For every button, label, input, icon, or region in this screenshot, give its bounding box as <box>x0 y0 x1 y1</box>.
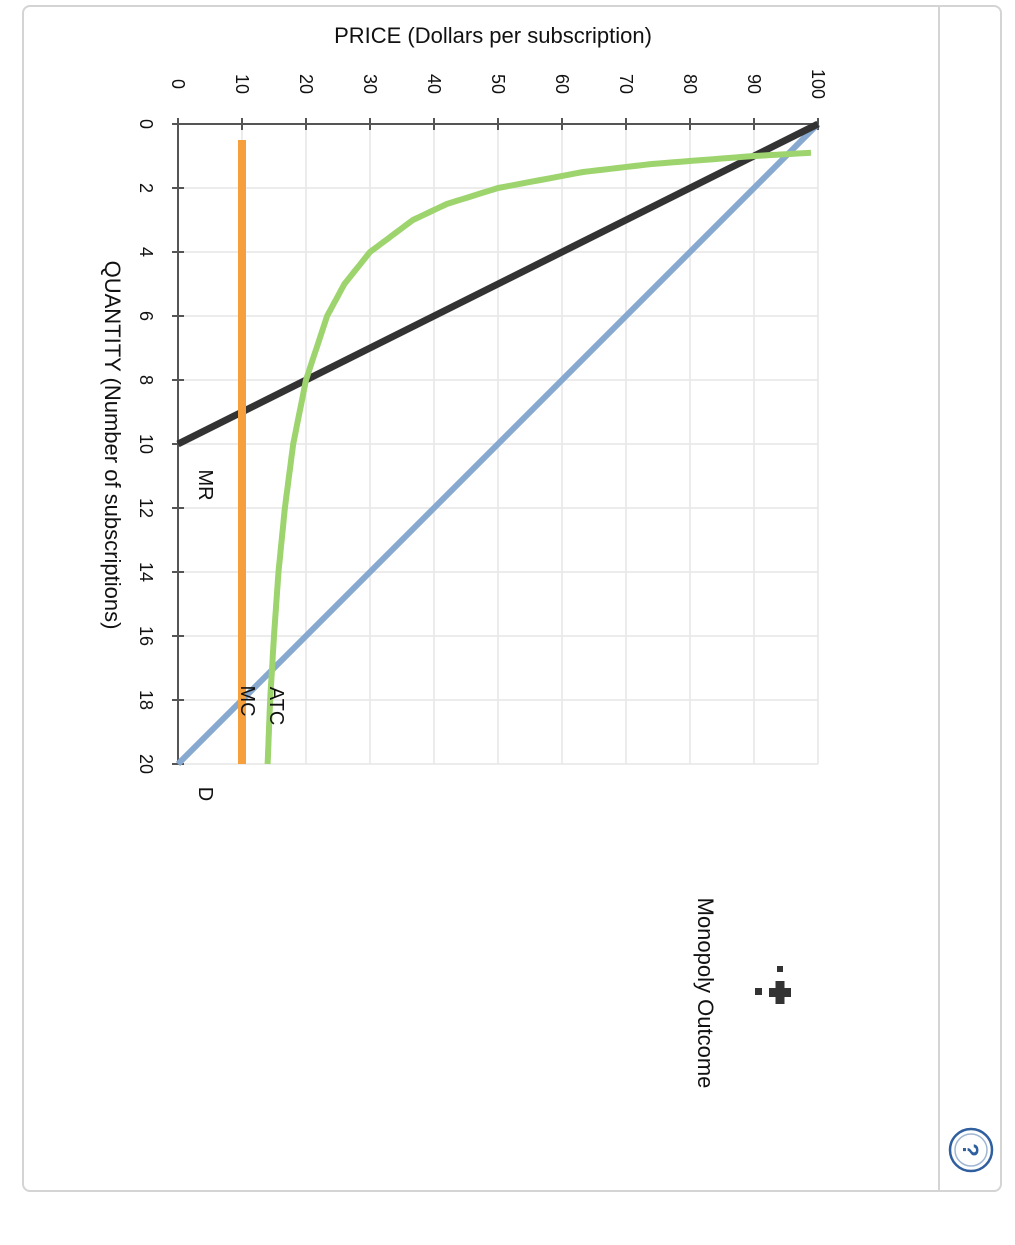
series-d-line <box>175 121 821 767</box>
question-icon[interactable]: ? <box>958 1143 983 1156</box>
graph-panel <box>22 5 1002 1192</box>
quantity-tick-label: 10 <box>136 434 156 454</box>
cross-marker-icon[interactable] <box>755 966 791 1004</box>
price-tick-label: 80 <box>680 74 700 94</box>
axes-layer: 0 10 20 30 40 50 60 70 80 90 100 0 2 4 6 8 10 12 14 16 18 20 <box>136 69 828 774</box>
curve-label-mr: MR <box>194 469 216 500</box>
price-tick-label: 70 <box>616 74 636 94</box>
price-tick-label: 20 <box>296 74 316 94</box>
price-tick-label: 0 <box>168 79 188 89</box>
quantity-tick-label: 4 <box>136 247 156 257</box>
price-tick-label: 40 <box>424 74 444 94</box>
quantity-tick-label: 20 <box>136 754 156 774</box>
quantity-tick-label: 0 <box>136 119 156 129</box>
monopoly-outcome-tool[interactable]: Monopoly Outcome <box>693 898 791 1089</box>
quantity-tick-label: 18 <box>136 690 156 710</box>
curve-label-atc: ATC <box>265 687 287 726</box>
help-button[interactable]: ? <box>947 1126 995 1174</box>
curve-label-d: D <box>194 787 216 801</box>
price-tick-label: 100 <box>808 69 828 99</box>
panel-divider <box>938 5 940 1192</box>
svg-text:?: ? <box>958 1143 983 1156</box>
price-tick-label: 10 <box>232 74 252 94</box>
price-tick-label: 30 <box>360 74 380 94</box>
quantity-tick-label: 16 <box>136 626 156 646</box>
price-tick-label: 50 <box>488 74 508 94</box>
series-mr-line <box>176 120 820 448</box>
series-atc-line <box>264 149 812 765</box>
price-axis-title: PRICE (Dollars per subscription) <box>334 23 652 48</box>
series-layer <box>175 120 821 767</box>
quantity-axis-title: QUANTITY (Number of subscriptions) <box>100 261 125 630</box>
quantity-tick-label: 12 <box>136 498 156 518</box>
quantity-tick-label: 2 <box>136 183 156 193</box>
quantity-tick-label: 8 <box>136 375 156 385</box>
price-tick-label: 90 <box>744 74 764 94</box>
quantity-tick-label: 14 <box>136 562 156 582</box>
labels-layer: PRICE (Dollars per subscription) QUANTIT… <box>100 23 652 801</box>
price-tick-label: 60 <box>552 74 572 94</box>
quantity-tick-label: 6 <box>136 311 156 321</box>
curve-label-mc: MC <box>236 685 258 716</box>
monopoly-outcome-label[interactable]: Monopoly Outcome <box>693 898 718 1089</box>
